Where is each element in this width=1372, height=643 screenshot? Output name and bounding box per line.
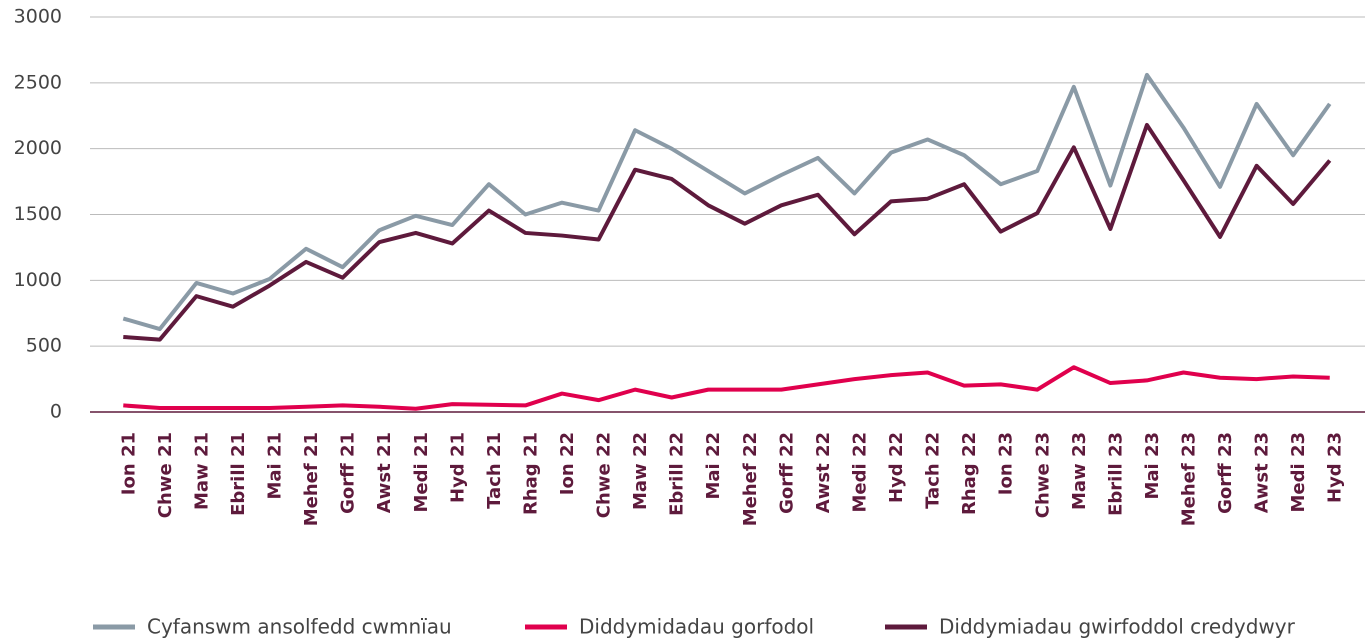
x-tick-label: Ion 22 — [557, 432, 578, 495]
x-tick: Mehef 21 — [301, 432, 322, 526]
x-tick-label: Chwe 21 — [155, 432, 176, 518]
x-tick-label: Mai 21 — [265, 432, 286, 500]
legend-label: Cyfanswm ansolfedd cwmnïau — [147, 615, 452, 639]
x-tick: Ebrill 21 — [228, 432, 249, 516]
x-tick-label: Mehef 21 — [301, 432, 322, 526]
y-tick-label: 500 — [26, 335, 62, 357]
x-tick-label: Mai 23 — [1142, 432, 1163, 500]
x-tick: Mehef 22 — [740, 432, 761, 526]
x-tick-label: Chwe 23 — [1032, 432, 1053, 518]
x-tick: Chwe 21 — [155, 432, 176, 518]
y-tick-label: 3000 — [14, 6, 62, 28]
y-tick-label: 1500 — [14, 203, 62, 225]
x-tick-label: Ebrill 23 — [1105, 432, 1126, 516]
x-tick: Medi 21 — [411, 432, 432, 513]
x-tick-label: Rhag 21 — [520, 432, 541, 515]
x-tick: Ion 22 — [557, 432, 578, 495]
legend-label: Diddymiadau gwirfoddol credydwyr — [939, 615, 1296, 639]
x-tick: Awst 23 — [1252, 432, 1273, 513]
legend-label: Diddymidadau gorfodol — [579, 615, 814, 639]
x-tick: Ion 21 — [118, 432, 139, 495]
x-tick: Gorff 22 — [776, 432, 797, 514]
x-tick-label: Chwe 22 — [594, 432, 615, 518]
x-tick: Maw 23 — [1069, 432, 1090, 510]
x-tick-label: Maw 22 — [630, 432, 651, 510]
x-tick-label: Awst 22 — [813, 432, 834, 513]
x-tick-label: Gorff 23 — [1215, 432, 1236, 514]
x-tick: Gorff 23 — [1215, 432, 1236, 514]
x-tick-label: Ebrill 22 — [667, 432, 688, 516]
x-tick: Mai 21 — [265, 432, 286, 500]
x-tick: Mai 22 — [703, 432, 724, 500]
x-tick-label: Mehef 22 — [740, 432, 761, 526]
x-tick: Maw 22 — [630, 432, 651, 510]
x-tick: Hyd 21 — [447, 432, 468, 503]
y-tick-label: 2000 — [14, 137, 62, 159]
x-tick: Mehef 23 — [1178, 432, 1199, 526]
x-tick: Maw 21 — [191, 432, 212, 510]
x-tick-label: Ebrill 21 — [228, 432, 249, 516]
x-tick-label: Mai 22 — [703, 432, 724, 500]
x-tick-label: Maw 23 — [1069, 432, 1090, 510]
x-tick: Ebrill 22 — [667, 432, 688, 516]
x-tick: Hyd 23 — [1325, 432, 1346, 503]
x-tick: Awst 22 — [813, 432, 834, 513]
x-tick: Rhag 21 — [520, 432, 541, 515]
x-tick: Tach 22 — [923, 432, 944, 509]
x-tick-label: Medi 23 — [1288, 432, 1309, 513]
x-tick: Hyd 22 — [886, 432, 907, 503]
y-tick-label: 2500 — [14, 71, 62, 93]
x-tick: Rhag 22 — [959, 432, 980, 515]
x-tick-label: Awst 21 — [374, 432, 395, 513]
x-tick-label: Tach 22 — [923, 432, 944, 509]
x-tick: Medi 23 — [1288, 432, 1309, 513]
x-tick-label: Medi 22 — [849, 432, 870, 513]
x-tick-label: Gorff 22 — [776, 432, 797, 514]
y-tick-label: 1000 — [14, 269, 62, 291]
x-tick: Chwe 23 — [1032, 432, 1053, 518]
series-line — [123, 122, 1332, 342]
x-tick-label: Hyd 22 — [886, 432, 907, 503]
x-tick-label: Maw 21 — [191, 432, 212, 510]
x-tick-label: Awst 23 — [1252, 432, 1273, 513]
y-tick-label: 0 — [50, 401, 62, 423]
x-tick: Ebrill 23 — [1105, 432, 1126, 516]
x-tick-label: Ion 21 — [118, 432, 139, 495]
x-tick-label: Hyd 23 — [1325, 432, 1346, 503]
x-tick-label: Medi 21 — [411, 432, 432, 513]
x-tick: Chwe 22 — [594, 432, 615, 518]
x-tick: Mai 23 — [1142, 432, 1163, 500]
x-tick: Gorff 21 — [338, 432, 359, 514]
x-tick-label: Rhag 22 — [959, 432, 980, 515]
x-tick: Medi 22 — [849, 432, 870, 513]
x-tick: Ion 23 — [996, 432, 1017, 495]
x-tick: Awst 21 — [374, 432, 395, 513]
x-tick-label: Mehef 23 — [1178, 432, 1199, 526]
series-line — [123, 365, 1330, 411]
x-tick-label: Hyd 21 — [447, 432, 468, 503]
series-line — [122, 72, 1332, 332]
x-tick-label: Tach 21 — [484, 432, 505, 509]
x-tick: Tach 21 — [484, 432, 505, 509]
x-tick-label: Ion 23 — [996, 432, 1017, 495]
x-tick-label: Gorff 21 — [338, 432, 359, 514]
